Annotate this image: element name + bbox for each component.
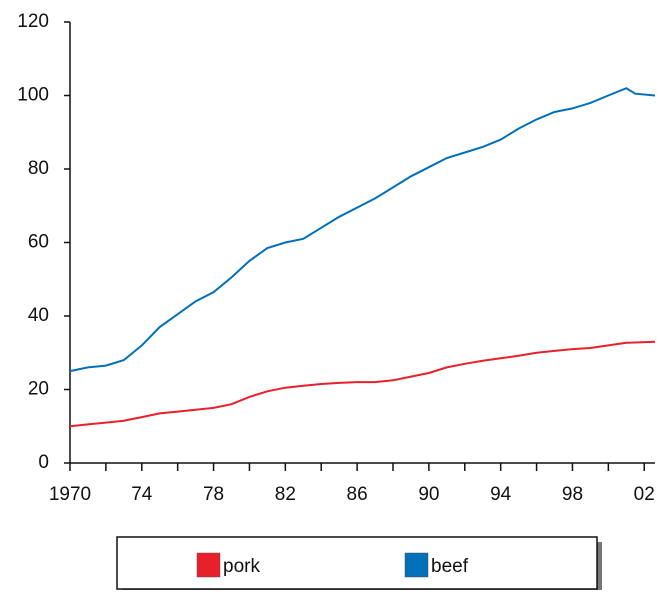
y-tick-label: 80 xyxy=(28,158,49,179)
legend-box xyxy=(116,536,598,590)
x-tick-label: 1970 xyxy=(49,484,91,505)
y-tick-label: 0 xyxy=(38,452,49,473)
y-tick-label: 60 xyxy=(28,232,49,253)
x-tick-label: 98 xyxy=(562,484,583,505)
x-tick-label: 74 xyxy=(131,484,153,505)
x-tick-label: 94 xyxy=(490,484,512,505)
x-tick-label: 86 xyxy=(347,484,368,505)
legend-swatch xyxy=(196,552,221,578)
series-line xyxy=(69,87,656,373)
y-tick-label: 120 xyxy=(17,11,49,32)
legend-swatch xyxy=(404,552,429,578)
x-tick-label: 90 xyxy=(418,484,439,505)
legend-label: pork xyxy=(223,556,260,577)
x-tick-label: 82 xyxy=(275,484,296,505)
y-tick-label: 20 xyxy=(28,379,49,400)
x-tick-label: 78 xyxy=(203,484,224,505)
y-tick-label: 40 xyxy=(28,305,49,326)
x-tick-label: 02 xyxy=(634,484,655,505)
y-tick-label: 100 xyxy=(17,85,49,106)
series-line xyxy=(69,340,656,428)
legend-label: beef xyxy=(431,556,469,577)
